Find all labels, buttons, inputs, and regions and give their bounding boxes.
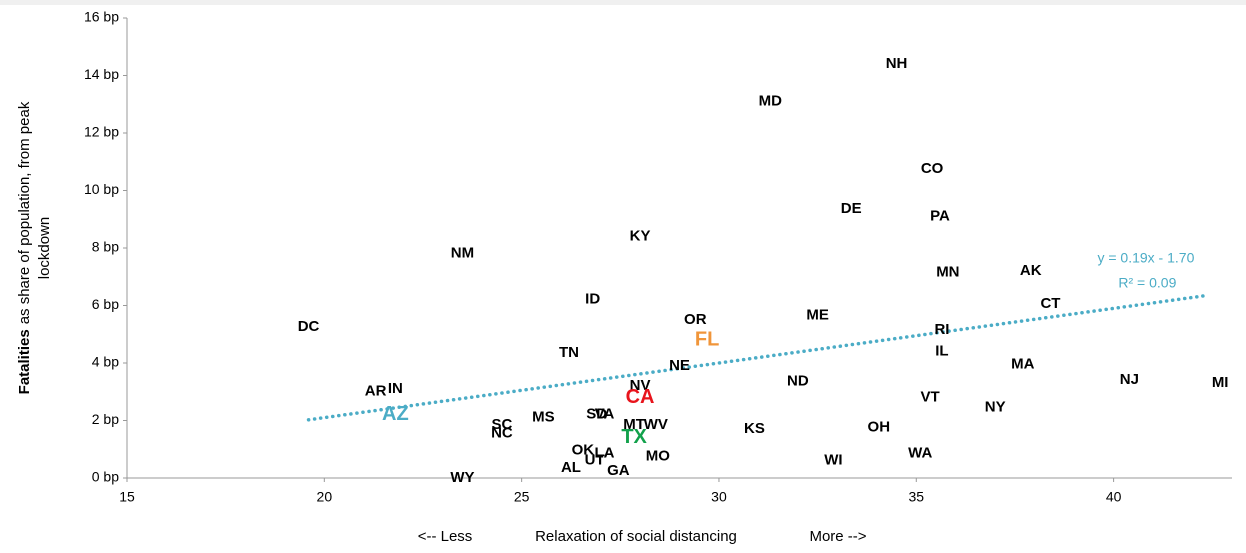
point-label: WV [644,416,668,433]
y-axis-label-text: as share of population, from peak [16,101,33,324]
point-label: NE [669,357,690,374]
y-tick-label: 8 bp [92,239,119,255]
x-axis-label: More --> [809,528,866,545]
point-label: VA [595,406,615,423]
y-tick-label: 14 bp [84,66,119,82]
point-label: ME [806,307,829,324]
y-tick-label: 16 bp [84,9,119,25]
point-label: CT [1040,295,1060,312]
point-label: MI [1212,374,1229,391]
point-label: CO [921,160,944,177]
y-tick-label: 4 bp [92,354,119,370]
point-label: NC [491,424,513,441]
point-label: IN [388,380,403,397]
point-label: OR [684,311,707,328]
point-label: UT [585,452,605,469]
y-axis-label: Fatalities as share of population, from p… [16,101,33,394]
x-tick-label: 40 [1106,489,1122,505]
point-label: AZ [382,403,409,425]
y-axis-label-bold: Fatalities [16,329,33,394]
point-label: FL [695,328,719,350]
point-label: IL [935,342,948,359]
point-label: RI [934,321,949,338]
point-label: GA [607,462,630,479]
point-label: MD [759,92,782,109]
x-tick-label: 20 [317,489,333,505]
point-label: MO [646,447,670,464]
point-label: NV [630,377,651,394]
x-axis-label: <-- Less [418,528,473,545]
point-label: AL [561,459,581,476]
point-label: KS [744,420,765,437]
y-tick-label: 2 bp [92,411,119,427]
x-tick-label: 15 [119,489,135,505]
top-band [0,0,1246,5]
point-label: CA [626,386,655,408]
x-tick-label: 25 [514,489,530,505]
x-axis-label: Relaxation of social distancing [535,528,737,545]
point-label: OK [572,442,595,459]
point-label: DC [298,318,320,335]
point-label: VT [921,388,940,405]
point-label: MS [532,409,555,426]
point-label: WA [908,445,932,462]
x-tick-label: 30 [711,489,727,505]
trend-equation: y = 0.19x - 1.70 [1097,250,1194,266]
point-label: OH [868,419,891,436]
point-label: ID [585,291,600,308]
trend-r2: R² = 0.09 [1118,275,1176,291]
point-label: ND [787,373,809,390]
point-label: LA [595,445,615,462]
point-label: PA [930,207,950,224]
point-label: WY [450,469,474,486]
point-label: AK [1020,262,1042,279]
point-label: SD [586,406,607,423]
point-label: KY [630,227,651,244]
point-label: AR [365,383,387,400]
point-label: NH [886,55,908,72]
y-axis-label-line2: lockdown [36,217,53,280]
point-label: DE [841,200,862,217]
point-label: NJ [1120,371,1139,388]
point-label: TN [559,344,579,361]
y-tick-label: 10 bp [84,181,119,197]
point-label: SC [491,416,512,433]
y-tick-label: 0 bp [92,469,119,485]
trendline [306,294,1207,422]
y-tick-label: 12 bp [84,124,119,140]
x-tick-label: 35 [908,489,924,505]
point-label: NM [451,245,474,262]
point-label: WI [824,452,842,469]
point-label: MN [936,263,959,280]
point-label: NY [985,399,1006,416]
point-label: MA [1011,355,1034,372]
point-label: MT [623,416,645,433]
point-label: TX [621,426,647,448]
y-tick-label: 6 bp [92,296,119,312]
